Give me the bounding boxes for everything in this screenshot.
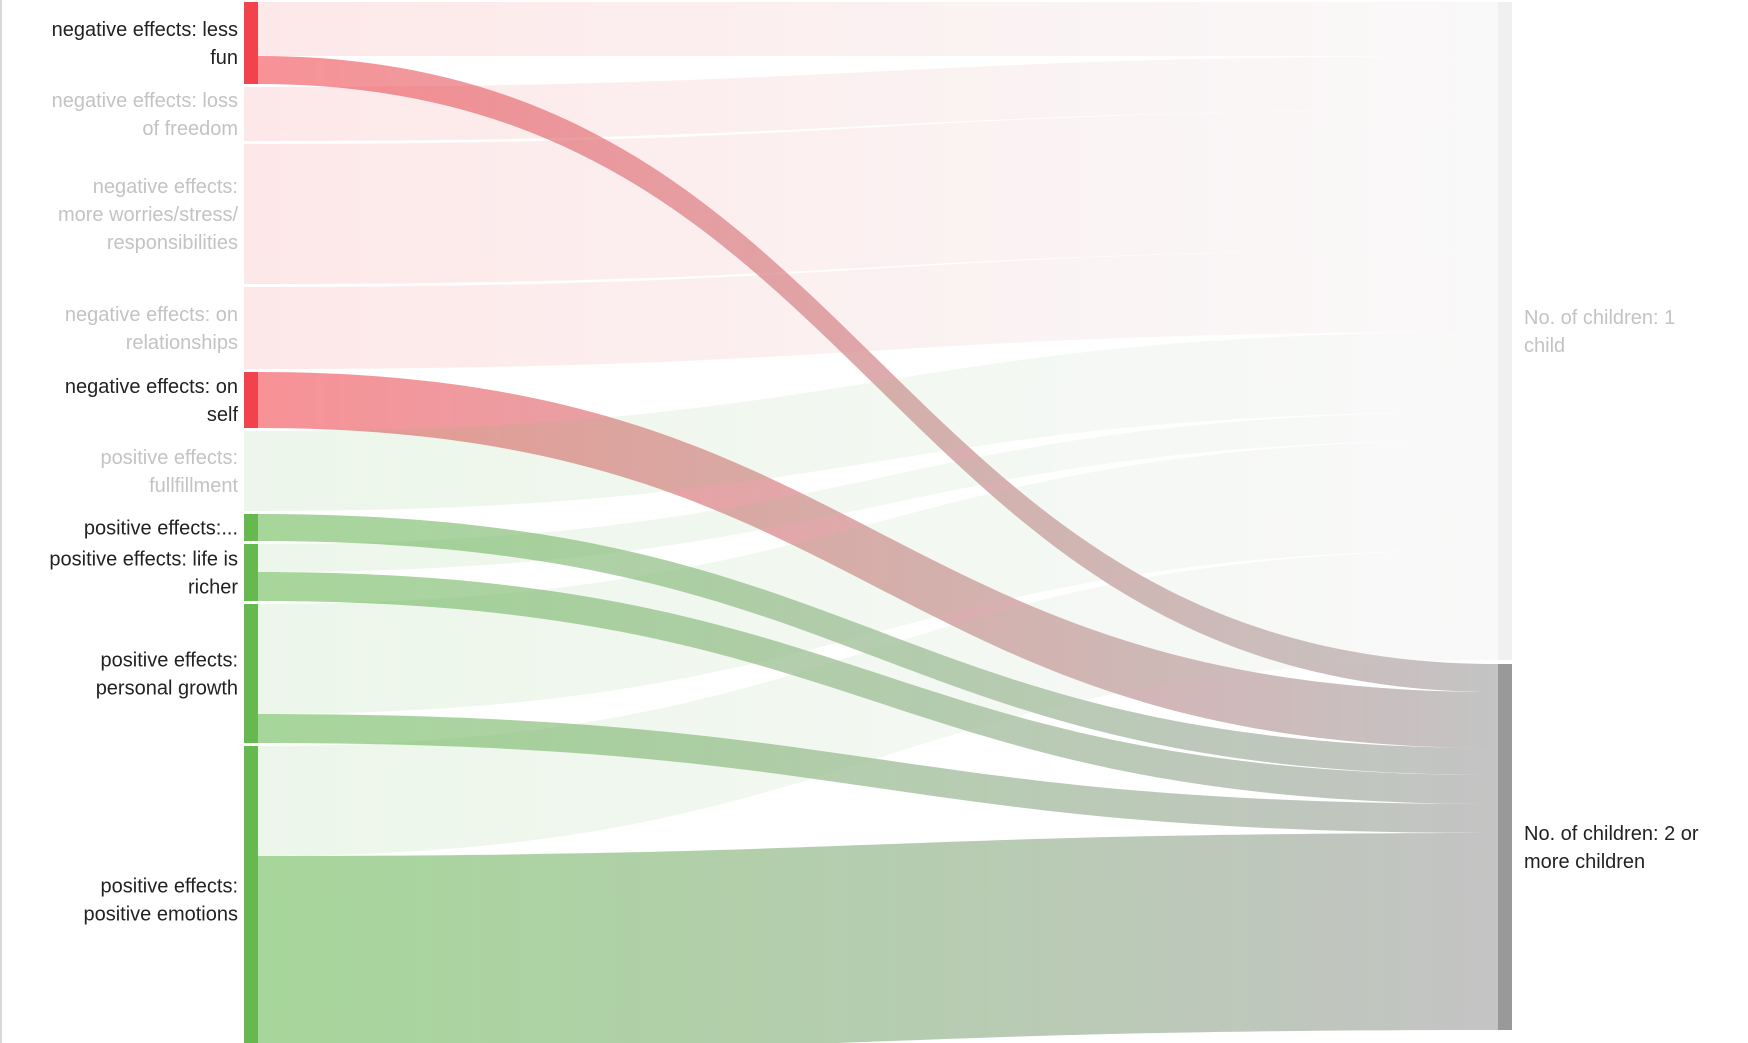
source-label-s0: negative effects: less fun (52, 19, 238, 69)
source-label-s1: negative effects: loss of freedom (52, 90, 238, 140)
source-label-s9: positive effects: positive emotions (83, 876, 238, 926)
sankey-link-s9-t0[interactable] (258, 550, 1498, 856)
sankey-labels: negative effects: less fun negative effect… (49, 19, 1698, 926)
source-node-s6[interactable] (244, 514, 258, 541)
sankey-link-s8-t0[interactable] (258, 440, 1498, 714)
source-node-s7[interactable] (244, 544, 258, 601)
source-label-s3: negative effects: on relationships (65, 304, 238, 354)
source-node-s9[interactable] (244, 746, 258, 1043)
source-label-s8: positive effects: personal growth (96, 650, 238, 700)
sankey-link-s9-t1[interactable] (258, 833, 1498, 1043)
source-node-s1[interactable] (244, 87, 258, 141)
sankey-link-s2-t0[interactable] (258, 110, 1498, 284)
target-node-t0[interactable] (1498, 2, 1512, 660)
source-label-s5: positive effects: fullfillment (101, 447, 239, 497)
sankey-link-s3-t0[interactable] (258, 250, 1498, 369)
sankey-link-s0-t0[interactable] (258, 2, 1498, 56)
source-label-s4: negative effects: on self (65, 376, 239, 426)
target-label-t1: No. of children: 2 or more children (1524, 823, 1699, 873)
source-node-s0[interactable] (244, 2, 258, 84)
source-label-s6: positive effects:... (84, 518, 238, 540)
source-label-s2: negative effects: more worries/stress/res… (58, 176, 238, 254)
source-label-s7: positive effects: life is richer (49, 549, 238, 599)
sankey-nodes (244, 2, 1512, 1043)
source-node-s3[interactable] (244, 287, 258, 369)
source-node-s4[interactable] (244, 372, 258, 428)
source-node-s2[interactable] (244, 144, 258, 284)
sankey-link-s1-t0[interactable] (258, 56, 1498, 141)
sankey-link-s7-t0[interactable] (258, 412, 1498, 572)
sankey-links (258, 2, 1498, 1043)
target-node-t1[interactable] (1498, 664, 1512, 1030)
left-border (0, 0, 2, 1043)
sankey-link-s6-t1[interactable] (258, 514, 1498, 775)
target-label-t0: No. of children: 1 child (1524, 307, 1675, 357)
source-node-s5[interactable] (244, 431, 258, 511)
source-node-s8[interactable] (244, 604, 258, 743)
sankey-link-s5-t0[interactable] (258, 332, 1498, 511)
sankey-link-s0-t1[interactable] (258, 56, 1498, 692)
